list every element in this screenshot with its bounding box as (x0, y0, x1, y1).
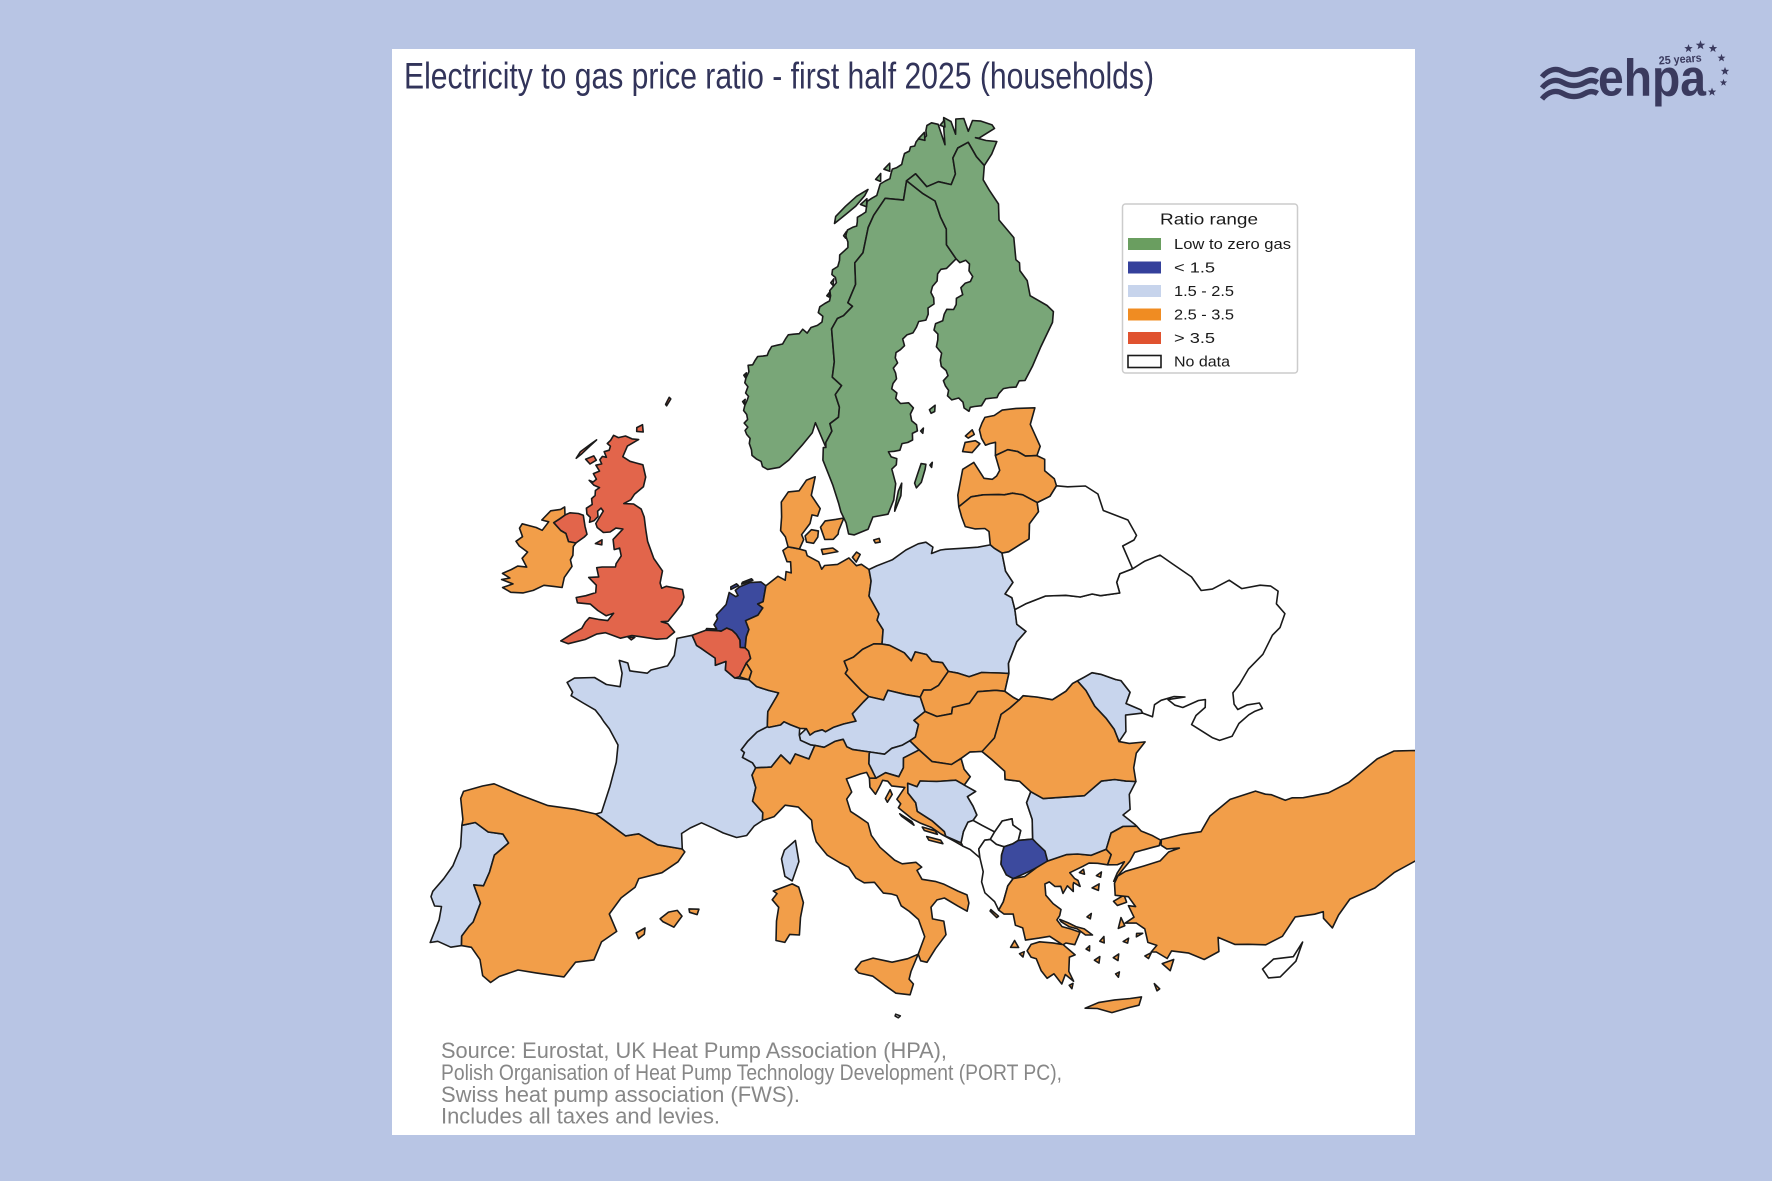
svg-text:Ratio range: Ratio range (1160, 212, 1258, 229)
svg-text:Polish Organisation of Heat Pu: Polish Organisation of Heat Pump Technol… (441, 1060, 1062, 1085)
svg-text:Low to zero gas: Low to zero gas (1174, 236, 1291, 253)
svg-text:1.5 - 2.5: 1.5 - 2.5 (1174, 283, 1234, 300)
svg-text:No data: No data (1174, 354, 1231, 371)
svg-text:Electricity to gas price ratio: Electricity to gas price ratio - first h… (404, 55, 1154, 97)
svg-text:Swiss heat pump association (F: Swiss heat pump association (FWS). (441, 1082, 800, 1107)
svg-text:< 1.5: < 1.5 (1174, 260, 1215, 277)
svg-text:2.5 - 3.5: 2.5 - 3.5 (1174, 307, 1234, 324)
svg-text:Source: Eurostat, UK Heat Pump: Source: Eurostat, UK Heat Pump Associati… (441, 1038, 947, 1063)
svg-text:Includes all taxes and levies.: Includes all taxes and levies. (441, 1104, 720, 1129)
svg-text:> 3.5: > 3.5 (1174, 330, 1215, 347)
svg-text:25 years: 25 years (1658, 53, 1702, 68)
svg-text:ehpa: ehpa (1598, 50, 1707, 108)
